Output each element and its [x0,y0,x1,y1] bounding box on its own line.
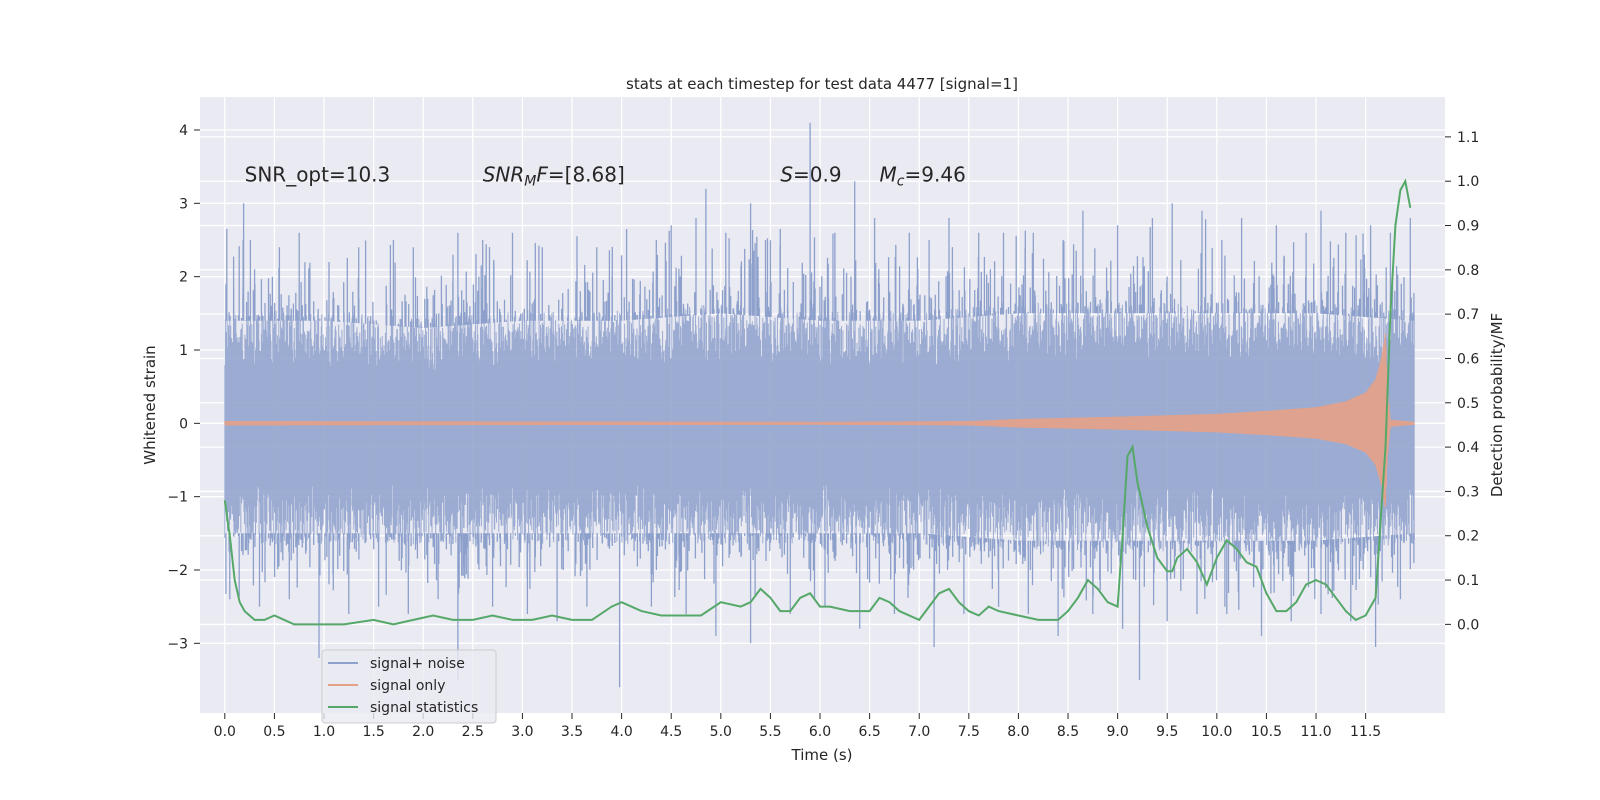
series-signal-only [224,333,1415,507]
y-right-tick-label: 0.5 [1457,396,1479,412]
x-tick-label: 5.5 [759,724,781,740]
x-tick-label: 0.5 [263,724,285,740]
x-tick-label: 9.0 [1106,724,1128,740]
y-axis-left-title: Whitened strain [141,345,159,464]
x-tick-label: 6.5 [858,724,880,740]
legend-label-signal-only: signal only [370,678,445,694]
y-right-tick-label: 0.4 [1457,440,1479,456]
x-tick-label: 8.5 [1057,724,1079,740]
x-tick-label: 7.5 [958,724,980,740]
x-tick-label: 10.0 [1201,724,1232,740]
y-axis-right-title: Detection probability/MF [1488,313,1506,497]
x-tick-label: 1.0 [313,724,335,740]
legend-box [321,649,497,724]
legend-label-signal-noise: signal+ noise [370,656,465,672]
x-tick-label: 4.5 [660,724,682,740]
x-tick-label: 6.0 [809,724,831,740]
x-tick-label: 11.0 [1300,724,1331,740]
y-left-tick-label: 4 [179,123,188,139]
x-tick-label: 5.0 [710,724,732,740]
y-right-tick-label: 0.6 [1457,351,1479,367]
x-tick-label: 0.0 [214,724,236,740]
legend-label-signal-statistics: signal statistics [370,700,478,716]
y-left-tick-label: 3 [179,196,188,212]
x-tick-label: 9.5 [1156,724,1178,740]
annotation-0: SNR_opt=10.3 [245,162,391,186]
series-signal-noise-spikes [225,122,1415,688]
y-right-tick-label: 0.8 [1457,263,1479,279]
y-right-tick-label: 0.7 [1457,307,1479,323]
x-tick-label: 1.5 [362,724,384,740]
y-left-tick-label: 1 [179,343,188,359]
annotation-2: S=0.9 [780,162,841,186]
x-tick-label: 2.5 [462,724,484,740]
annotation-1: SNRMF=[8.68] [483,162,625,189]
y-right-tick-label: 1.0 [1457,174,1479,190]
y-left-tick-label: 2 [179,270,188,286]
x-tick-label: 2.0 [412,724,434,740]
y-left-tick-label: −2 [167,563,188,579]
x-tick-label: 11.5 [1350,724,1381,740]
x-tick-label: 8.0 [1007,724,1029,740]
y-right-tick-label: 0.9 [1457,219,1479,235]
legend: signal+ noise signal only signal statist… [321,649,497,724]
chart-title: stats at each timestep for test data 447… [626,75,1018,93]
x-tick-label: 3.0 [511,724,533,740]
y-right-tick-label: 0.1 [1457,573,1479,589]
y-left-tick-label: −1 [167,490,188,506]
x-tick-label: 7.0 [908,724,930,740]
y-left-tick-label: 0 [179,416,188,432]
y-right-tick-label: 1.1 [1457,130,1479,146]
y-left-tick-label: −3 [167,636,188,652]
series-signal-statistics [223,178,1412,626]
x-tick-label: 3.5 [561,724,583,740]
x-tick-label: 4.0 [610,724,632,740]
x-tick-label: 10.5 [1251,724,1282,740]
x-axis-title: Time (s) [791,746,853,764]
annotation-3: Mc=9.46 [880,162,966,189]
y-right-tick-label: 0.2 [1457,529,1479,545]
y-right-tick-label: 0.3 [1457,484,1479,500]
y-right-tick-label: 0.0 [1457,617,1479,633]
